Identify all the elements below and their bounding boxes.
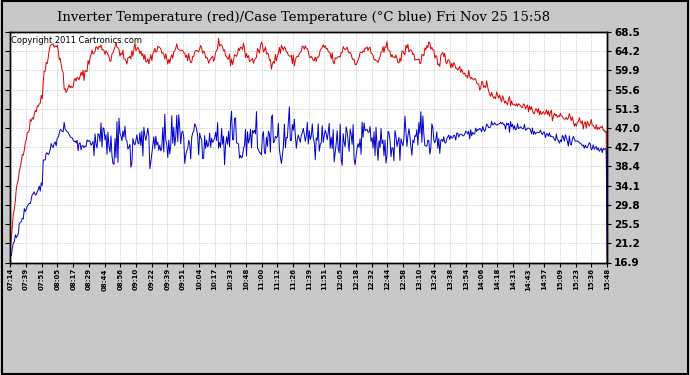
Text: Copyright 2011 Cartronics.com: Copyright 2011 Cartronics.com <box>11 36 142 45</box>
Text: Inverter Temperature (red)/Case Temperature (°C blue) Fri Nov 25 15:58: Inverter Temperature (red)/Case Temperat… <box>57 11 550 24</box>
